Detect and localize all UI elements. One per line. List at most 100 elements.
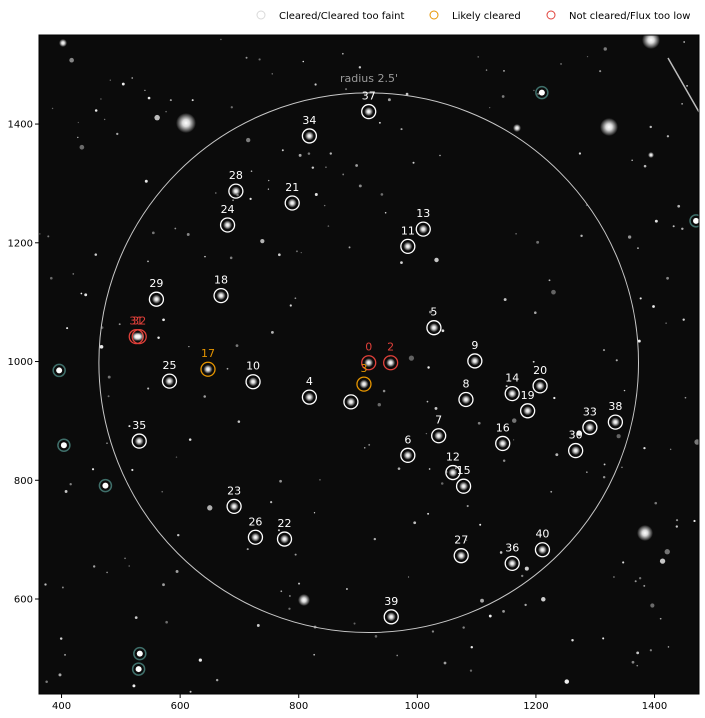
background-star	[397, 467, 401, 470]
background-star	[270, 501, 273, 504]
source-marker-12	[445, 464, 461, 481]
plot-layer: radius 2.5'0 2345678910111213141516171819…	[52, 72, 699, 676]
background-star	[425, 432, 428, 435]
source-marker-23	[226, 498, 242, 515]
source-label-13: 13	[416, 207, 430, 220]
source-marker-38	[607, 414, 624, 430]
background-star	[69, 57, 74, 63]
source-label-4: 4	[306, 375, 313, 388]
faint-source-star	[56, 367, 63, 374]
legend-label-likely: Likely cleared	[452, 11, 521, 22]
background-star	[613, 576, 615, 578]
background-star	[314, 193, 318, 197]
source-marker-10	[245, 374, 261, 390]
background-star	[363, 447, 366, 449]
source-star	[386, 612, 396, 622]
background-star	[131, 468, 134, 472]
bright-star	[637, 525, 653, 541]
background-star	[144, 89, 146, 92]
source-star	[216, 291, 226, 301]
source-label-31: 31	[129, 315, 143, 328]
background-star	[672, 225, 675, 228]
y-tick-label: 1400	[8, 120, 33, 131]
source-star	[364, 107, 374, 117]
background-star	[412, 161, 415, 164]
source-label-34: 34	[302, 114, 316, 127]
background-star	[230, 106, 233, 109]
legend-label-not-cleared: Not cleared/Flux too low	[569, 11, 690, 22]
background-star	[477, 56, 480, 58]
background-star	[440, 482, 444, 485]
legend-marker-likely	[429, 10, 439, 20]
source-label-25: 25	[162, 359, 176, 372]
y-tick-label: 600	[14, 595, 33, 606]
background-star	[405, 92, 409, 96]
background-star	[480, 598, 484, 603]
background-star	[524, 603, 527, 607]
background-star	[186, 233, 190, 236]
background-star	[649, 125, 652, 129]
faint-source-star	[538, 89, 545, 96]
background-star	[666, 135, 670, 138]
source-marker-15	[455, 478, 472, 494]
source-marker-36	[504, 555, 520, 572]
background-star	[555, 453, 559, 457]
background-star	[342, 173, 345, 176]
background-star	[560, 63, 562, 65]
source-marker-30	[568, 442, 584, 459]
background-star	[345, 88, 348, 91]
background-star	[121, 82, 125, 86]
background-star	[693, 519, 696, 523]
background-star	[400, 261, 403, 264]
background-star	[189, 690, 192, 693]
background-star	[681, 103, 683, 105]
background-star	[249, 197, 252, 201]
source-label-18: 18	[214, 274, 228, 287]
background-star	[313, 653, 316, 656]
source-star	[507, 389, 517, 399]
background-star	[237, 420, 241, 423]
background-star	[116, 132, 119, 136]
bright-star	[176, 113, 196, 133]
background-star	[380, 193, 384, 196]
background-star	[151, 231, 155, 235]
source-label-37: 37	[362, 90, 376, 103]
background-star	[684, 396, 687, 399]
source-marker-24	[219, 217, 236, 233]
source-label-35: 35	[132, 419, 146, 432]
x-tick-label: 1000	[405, 701, 430, 712]
background-star	[512, 418, 517, 423]
source-star	[470, 356, 480, 366]
source-marker-21	[284, 195, 300, 211]
bright-star	[648, 152, 654, 158]
faint-source-star	[135, 666, 142, 673]
faint-source-marker	[689, 214, 699, 228]
source-marker-13	[415, 221, 431, 237]
background-star	[198, 658, 202, 662]
background-star	[603, 47, 607, 51]
source-star	[571, 446, 581, 456]
background-star	[602, 349, 606, 352]
background-star	[664, 549, 670, 555]
background-star	[106, 442, 108, 445]
source-marker-18	[213, 287, 229, 304]
background-star	[675, 525, 679, 528]
source-label-23: 23	[227, 484, 241, 497]
source-marker-34	[301, 128, 318, 144]
source-marker-8	[458, 391, 474, 408]
background-star	[654, 501, 658, 505]
background-star	[622, 561, 625, 564]
background-star	[260, 239, 265, 244]
source-label-26: 26	[248, 515, 262, 528]
background-star	[246, 137, 251, 143]
background-star	[675, 519, 679, 522]
x-tick-label: 1200	[523, 701, 548, 712]
background-star	[515, 233, 517, 235]
background-star	[165, 110, 167, 113]
background-star	[616, 434, 621, 439]
source-star	[223, 220, 233, 230]
background-star	[177, 533, 180, 537]
background-star	[314, 83, 317, 86]
background-star	[681, 227, 684, 231]
source-label-0: 0	[365, 341, 372, 354]
